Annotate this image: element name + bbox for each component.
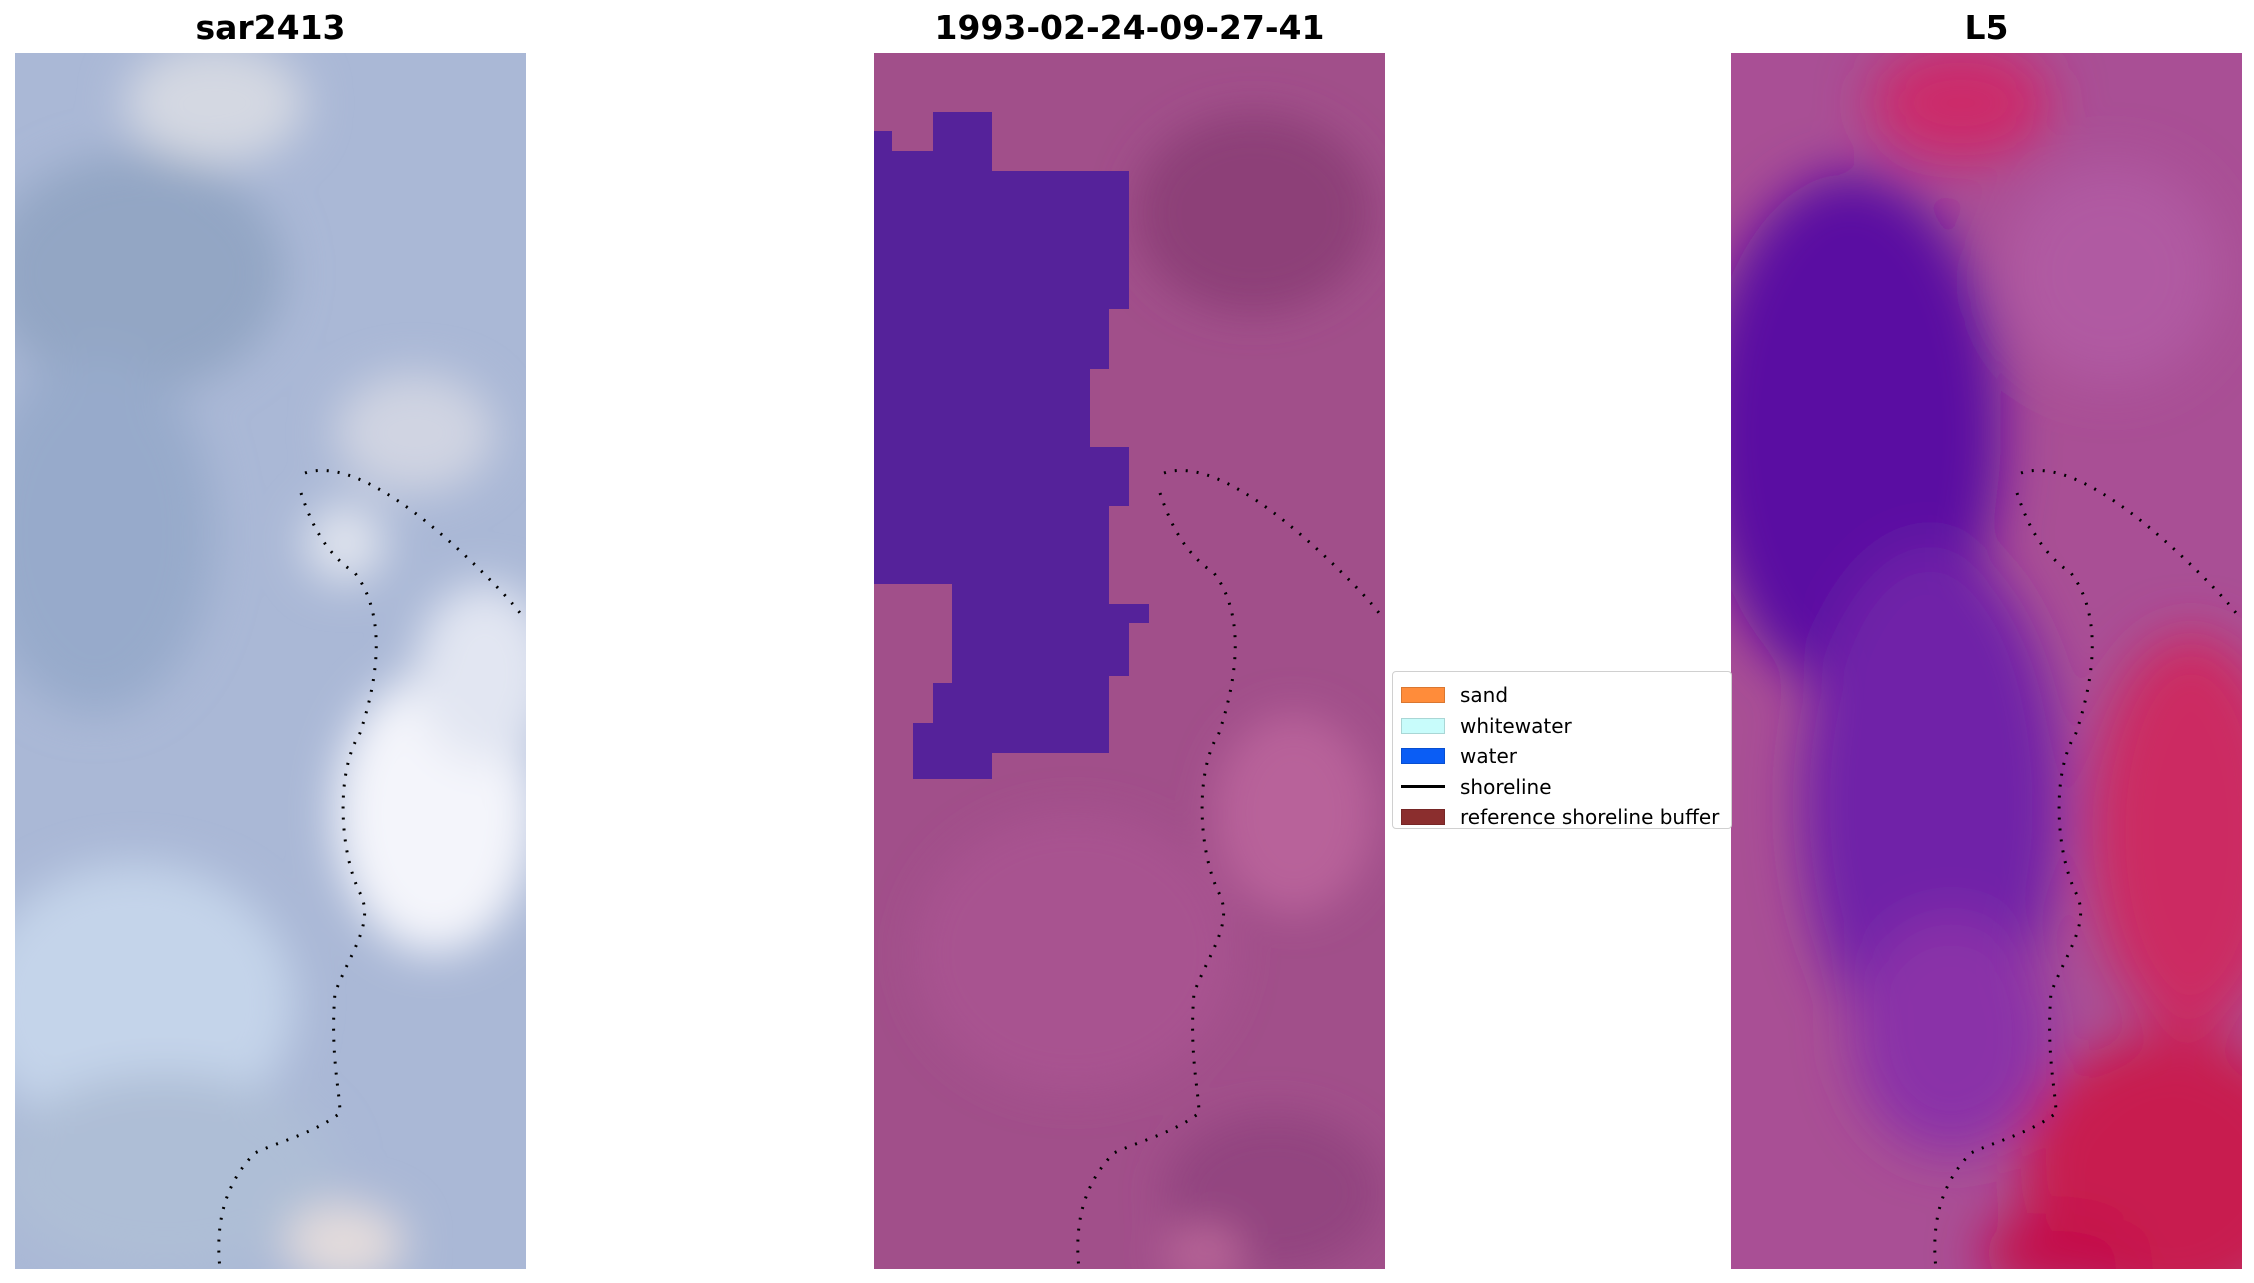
whitewater-swatch <box>1401 717 1445 734</box>
legend-item-shoreline: shoreline <box>1401 772 1731 803</box>
panel-title-rgb: sar2413 <box>195 8 346 47</box>
legend-label: whitewater <box>1460 713 1572 738</box>
panel-title-mndwi: L5 <box>1964 8 2009 47</box>
water-swatch <box>1401 748 1445 765</box>
index-image-panel <box>1731 53 2242 1269</box>
legend-label: shoreline <box>1460 774 1552 799</box>
sand-swatch <box>1401 687 1445 704</box>
reference-buffer-swatch <box>1401 809 1445 826</box>
legend-label: reference shoreline buffer <box>1460 805 1720 830</box>
rgb-image-panel <box>15 53 526 1269</box>
legend: sand whitewater water shoreline referenc… <box>1392 671 1732 829</box>
legend-label: water <box>1460 744 1517 769</box>
legend-item-whitewater: whitewater <box>1401 711 1731 742</box>
panel-title-classified: 1993-02-24-09-27-41 <box>934 8 1325 47</box>
shoreline-line-swatch <box>1401 785 1445 789</box>
legend-label: sand <box>1460 683 1509 708</box>
legend-item-reference-buffer: reference shoreline buffer <box>1401 802 1731 833</box>
legend-item-water: water <box>1401 741 1731 772</box>
water-mask <box>874 112 1149 779</box>
classified-image-panel <box>874 53 1385 1269</box>
legend-item-sand: sand <box>1401 680 1731 711</box>
